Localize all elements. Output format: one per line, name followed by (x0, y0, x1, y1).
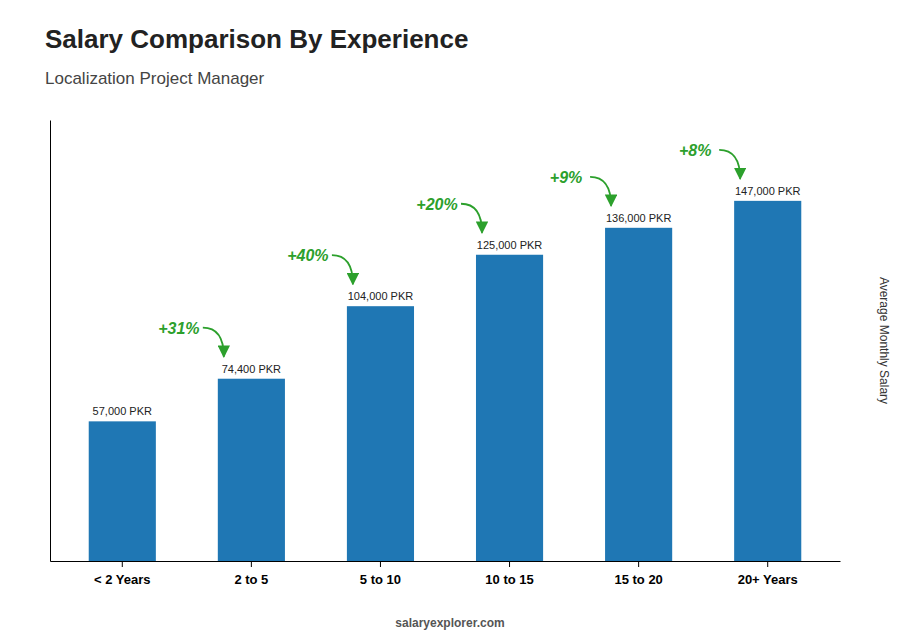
bar (734, 201, 801, 561)
annotation-arrow (719, 150, 740, 179)
annotation-arrow (590, 177, 611, 206)
data-label: 57,000 PKR (93, 405, 152, 417)
data-label: 147,000 PKR (735, 185, 800, 197)
data-label: 136,000 PKR (606, 212, 671, 224)
x-tick: 2 to 5 (234, 561, 268, 587)
annotation-arrow (461, 204, 482, 233)
x-tick-label: 15 to 20 (614, 572, 662, 587)
x-tick: 20+ Years (738, 561, 798, 587)
data-label: 74,400 PKR (222, 363, 281, 375)
bar (605, 228, 672, 561)
x-tick: < 2 Years (94, 561, 151, 587)
x-tick-mark (509, 561, 510, 567)
data-labels: 57,000 PKR 74,400 PKR 104,000 PKR 125,000 P… (93, 185, 801, 418)
x-tick: 15 to 20 (614, 561, 662, 587)
annotation: +8% (679, 142, 711, 159)
x-tick: 10 to 15 (485, 561, 533, 587)
data-label: 104,000 PKR (348, 290, 413, 302)
annotation: +31% (158, 320, 199, 337)
x-tick-mark (122, 561, 123, 567)
annotation: +40% (287, 247, 328, 264)
annotation-arrow (332, 255, 353, 284)
bar (218, 379, 285, 561)
x-axis-line (51, 561, 841, 562)
bar (476, 255, 543, 561)
subtitle: Localization Project Manager (45, 69, 265, 88)
title: Salary Comparison By Experience (45, 24, 468, 54)
annotation: +9% (550, 169, 582, 186)
x-tick-label: 20+ Years (738, 572, 798, 587)
x-tick-label: < 2 Years (94, 572, 151, 587)
annotation: +20% (416, 196, 457, 213)
annotations: +31% +40% +20% +9% +8% (158, 142, 740, 357)
x-tick-label: 5 to 10 (360, 572, 401, 587)
x-tick-mark (767, 561, 768, 567)
x-tick: 5 to 10 (360, 561, 401, 587)
bars (89, 201, 802, 561)
x-tick-label: 10 to 15 (485, 572, 533, 587)
y-axis-label: Average Monthly Salary (877, 277, 891, 404)
y-axis-line (50, 121, 51, 562)
data-label: 125,000 PKR (477, 239, 542, 251)
bar (347, 306, 414, 561)
annotation-arrow (203, 328, 224, 357)
x-tick-mark (638, 561, 639, 567)
x-tick-mark (380, 561, 381, 567)
footer: salaryexplorer.com (395, 616, 504, 630)
y-axis (50, 121, 51, 562)
x-axis: < 2 Years 2 to 5 5 to 10 10 to 15 15 to 20 20… (51, 561, 841, 587)
bar (89, 421, 156, 561)
chart: Salary Comparison By Experience Localizat… (0, 0, 900, 641)
x-tick-label: 2 to 5 (234, 572, 268, 587)
x-tick-mark (251, 561, 252, 567)
